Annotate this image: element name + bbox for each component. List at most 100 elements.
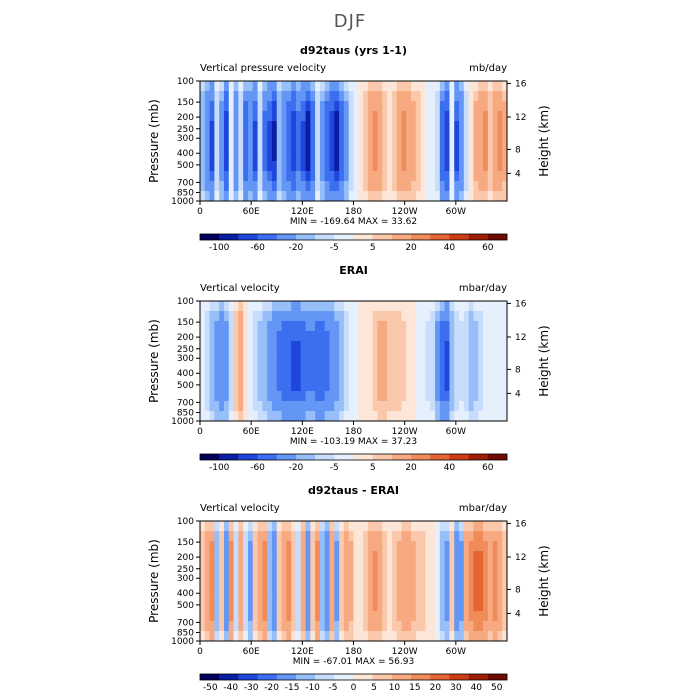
heatmap-cell bbox=[425, 171, 431, 182]
pressure-tick-label: 300 bbox=[177, 134, 194, 144]
heatmap-cell bbox=[343, 181, 350, 192]
heatmap-cell bbox=[492, 381, 498, 392]
colorbar-label: 20 bbox=[405, 463, 417, 473]
heatmap-cell bbox=[223, 611, 230, 622]
heatmap-cell bbox=[396, 181, 402, 192]
heatmap-cell bbox=[396, 191, 402, 202]
heatmap-cell bbox=[247, 331, 254, 342]
heatmap-cell bbox=[310, 141, 316, 152]
heatmap-cell bbox=[209, 531, 215, 542]
heatmap-cell bbox=[497, 571, 503, 582]
heatmap-cell bbox=[353, 141, 359, 152]
heatmap-cell bbox=[430, 621, 436, 632]
heatmap-cell bbox=[492, 521, 498, 532]
heatmap-cell bbox=[382, 81, 388, 92]
heatmap-cell bbox=[411, 121, 417, 132]
heatmap-cell bbox=[214, 311, 220, 322]
heatmap-cell bbox=[425, 631, 431, 642]
heatmap-cell bbox=[281, 191, 287, 202]
height-tick-label: 12 bbox=[515, 553, 526, 563]
heatmap-cell bbox=[483, 411, 489, 422]
heatmap-cell bbox=[247, 591, 254, 602]
heatmap-cell bbox=[247, 611, 254, 622]
heatmap-cell bbox=[291, 601, 297, 612]
heatmap-cell bbox=[487, 521, 494, 532]
heatmap-cell bbox=[252, 151, 258, 162]
heatmap-cell bbox=[281, 521, 287, 532]
heatmap-cell bbox=[295, 601, 302, 612]
heatmap-cell bbox=[430, 131, 436, 142]
heatmap-cell bbox=[502, 111, 508, 122]
heatmap-cell bbox=[228, 601, 234, 612]
heatmap-cell bbox=[430, 181, 436, 192]
heatmap-cell bbox=[473, 351, 479, 362]
heatmap-cell bbox=[286, 571, 292, 582]
heatmap-cell bbox=[387, 311, 393, 322]
heatmap-cell bbox=[468, 151, 474, 162]
colorbar-label: 15 bbox=[409, 683, 420, 693]
heatmap-cell bbox=[257, 631, 263, 642]
heatmap-cell bbox=[334, 161, 340, 172]
heatmap-cell bbox=[502, 521, 508, 532]
heatmap-cell bbox=[372, 581, 378, 592]
heatmap-cell bbox=[223, 131, 230, 142]
heatmap-cell bbox=[459, 631, 465, 642]
heatmap-cell bbox=[281, 351, 287, 362]
heatmap-cell bbox=[358, 121, 364, 132]
heatmap-cell bbox=[391, 131, 398, 142]
heatmap-cell bbox=[449, 411, 455, 422]
heatmap-cell bbox=[497, 301, 503, 312]
heatmap-cell bbox=[439, 601, 446, 612]
heatmap-cell bbox=[247, 151, 254, 162]
pressure-tick-label: 850 bbox=[177, 408, 194, 418]
heatmap-cell bbox=[295, 611, 302, 622]
heatmap-cell bbox=[363, 331, 369, 342]
heatmap-cell bbox=[468, 351, 474, 362]
heatmap-cell bbox=[267, 581, 273, 592]
heatmap-cell bbox=[358, 131, 364, 142]
heatmap-cell bbox=[209, 141, 215, 152]
heatmap-cell bbox=[391, 181, 398, 192]
heatmap-cell bbox=[411, 621, 417, 632]
heatmap-cell bbox=[463, 621, 470, 632]
heatmap-cell bbox=[435, 601, 441, 612]
heatmap-cell bbox=[276, 521, 282, 532]
heatmap-cell bbox=[334, 611, 340, 622]
heatmap-cell bbox=[276, 361, 282, 372]
heatmap-cell bbox=[382, 591, 388, 602]
heatmap-cell bbox=[468, 161, 474, 172]
pressure-axis-title: Pressure (mb) bbox=[147, 99, 161, 183]
heatmap-cell bbox=[372, 131, 378, 142]
heatmap-cell bbox=[319, 401, 326, 412]
heatmap-cell bbox=[281, 381, 287, 392]
heatmap-cell bbox=[315, 101, 321, 112]
heatmap-cell bbox=[329, 621, 335, 632]
heatmap-cell bbox=[406, 601, 412, 612]
heatmap-cell bbox=[257, 121, 263, 132]
heatmap-cell bbox=[483, 311, 489, 322]
heatmap-cell bbox=[228, 391, 234, 402]
heatmap-cell bbox=[329, 191, 335, 202]
heatmap-cell bbox=[200, 341, 206, 352]
heatmap-cell bbox=[243, 191, 249, 202]
heatmap-cell bbox=[367, 601, 374, 612]
heatmap-cell bbox=[358, 151, 364, 162]
heatmap-cell bbox=[219, 411, 225, 422]
heatmap-cell bbox=[324, 81, 330, 92]
heatmap-cell bbox=[209, 581, 215, 592]
heatmap-cell bbox=[425, 591, 431, 602]
heatmap-cell bbox=[300, 91, 306, 102]
heatmap-cell bbox=[204, 331, 210, 342]
heatmap-cell bbox=[233, 151, 239, 162]
heatmap-cell bbox=[487, 311, 494, 322]
heatmap-cell bbox=[252, 371, 258, 382]
heatmap-cell bbox=[502, 371, 508, 382]
heatmap-cell bbox=[209, 311, 215, 322]
heatmap-cell bbox=[286, 341, 292, 352]
heatmap-cell bbox=[435, 411, 441, 422]
heatmap-cell bbox=[411, 181, 417, 192]
heatmap-cell bbox=[315, 551, 321, 562]
heatmap-cell bbox=[478, 581, 484, 592]
heatmap-cell bbox=[415, 391, 422, 402]
heatmap-cell bbox=[343, 121, 350, 132]
